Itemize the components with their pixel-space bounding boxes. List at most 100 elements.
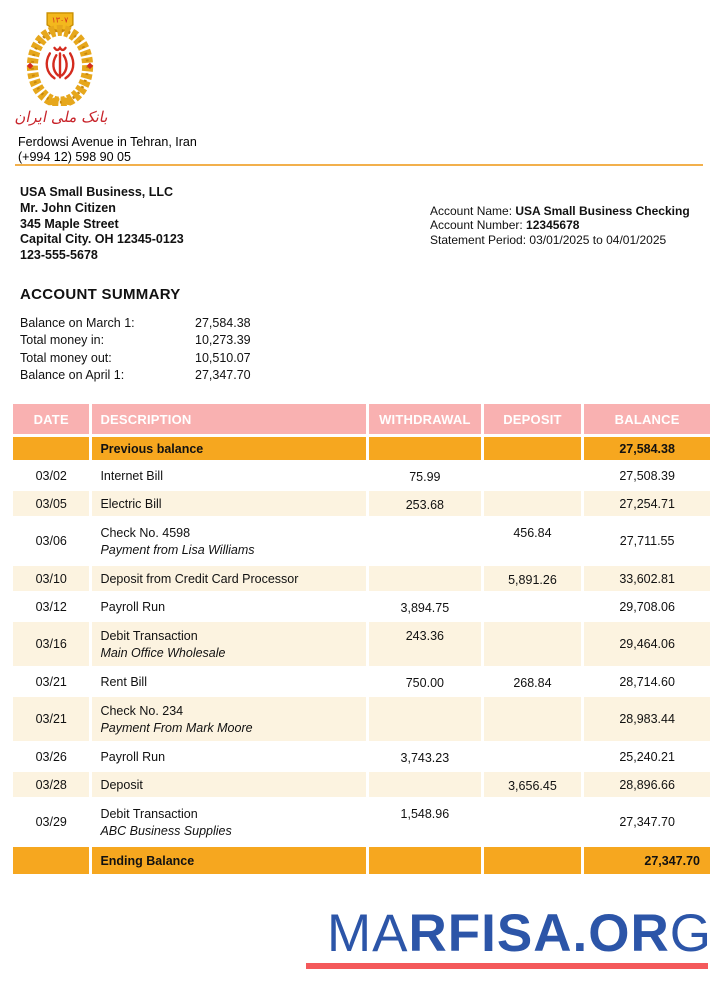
ending-balance-label: Ending Balance bbox=[92, 847, 367, 874]
txn-date: 03/06 bbox=[13, 519, 90, 563]
txn-deposit bbox=[483, 491, 582, 516]
summary-row: Balance on April 1: 27,347.70 bbox=[20, 367, 251, 385]
txn-balance: 29,708.06 bbox=[584, 594, 710, 619]
ending-balance-value: 27,347.70 bbox=[584, 847, 710, 874]
transaction-row: 03/16 Debit Transaction Main Office Whole… bbox=[13, 622, 710, 666]
customer-company: USA Small Business, LLC bbox=[20, 185, 174, 199]
summary-value: 27,584.38 bbox=[195, 315, 251, 330]
txn-deposit bbox=[483, 744, 582, 769]
summary-value: 27,347.70 bbox=[195, 368, 251, 383]
header-description: DESCRIPTION bbox=[92, 404, 367, 434]
account-number-value: 12345678 bbox=[526, 218, 580, 233]
txn-withdrawal: 253.68 bbox=[369, 491, 481, 516]
txn-deposit bbox=[483, 697, 582, 741]
txn-description: Check No. 4598 Payment from Lisa Williams bbox=[92, 519, 367, 563]
txn-withdrawal: 75.99 bbox=[369, 463, 481, 488]
customer-city: Capital City. OH 12345-0123 bbox=[20, 232, 184, 247]
header-balance: BALANCE bbox=[584, 404, 710, 434]
summary-value: 10,510.07 bbox=[195, 350, 251, 365]
header-divider bbox=[15, 164, 703, 166]
summary-label: Total money in: bbox=[20, 333, 105, 348]
txn-date: 03/29 bbox=[13, 800, 90, 844]
txn-deposit bbox=[483, 594, 582, 619]
txn-date: 03/21 bbox=[13, 697, 90, 741]
txn-date: 03/10 bbox=[13, 566, 90, 591]
account-info-block: Account Name: USA Small Business Checkin… bbox=[430, 204, 690, 247]
summary-row: Total money out: 10,510.07 bbox=[20, 349, 251, 367]
bank-address: Ferdowsi Avenue in Tehran, Iran bbox=[18, 135, 197, 149]
transaction-row: 03/29 Debit Transaction ABC Business Supp… bbox=[13, 800, 710, 844]
header-date: DATE bbox=[13, 404, 90, 434]
account-summary-block: Balance on March 1: 27,584.38 Total money… bbox=[20, 314, 251, 384]
txn-deposit bbox=[483, 800, 582, 844]
transaction-row: 03/26 Payroll Run 3,743.23 25,240.21 bbox=[13, 744, 710, 769]
footer-brand: MARFISA.ORG bbox=[306, 906, 712, 969]
previous-balance-value: 27,584.38 bbox=[584, 437, 710, 460]
account-summary-title: ACCOUNT SUMMARY bbox=[20, 286, 181, 303]
brand-wordmark: MARFISA.ORG bbox=[306, 906, 712, 962]
summary-value: 10,273.39 bbox=[195, 333, 251, 348]
txn-note: Payment from Lisa Williams bbox=[100, 542, 255, 557]
txn-withdrawal: 3,743.23 bbox=[369, 744, 481, 769]
txn-deposit: 268.84 bbox=[483, 669, 582, 694]
previous-balance-row: Previous balance 27,584.38 bbox=[13, 437, 710, 460]
txn-description: Payroll Run bbox=[92, 594, 367, 619]
txn-withdrawal: 1,548.96 bbox=[369, 800, 481, 844]
summary-row: Balance on March 1: 27,584.38 bbox=[20, 314, 251, 332]
transaction-row: 03/06 Check No. 4598 Payment from Lisa Wi… bbox=[13, 519, 710, 563]
txn-withdrawal bbox=[369, 566, 481, 591]
statement-period-value: 03/01/2025 to 04/01/2025 bbox=[529, 232, 667, 247]
account-number-line: Account Number: 12345678 bbox=[430, 218, 690, 232]
summary-label: Balance on March 1: bbox=[20, 315, 135, 330]
txn-deposit bbox=[483, 622, 582, 666]
txn-description: Payroll Run bbox=[92, 744, 367, 769]
txn-date: 03/28 bbox=[13, 772, 90, 797]
transactions-table-wrap: DATE DESCRIPTION WITHDRAWAL DEPOSIT BALA… bbox=[10, 401, 713, 877]
txn-date: 03/05 bbox=[13, 491, 90, 516]
txn-date: 03/12 bbox=[13, 594, 90, 619]
transaction-row: 03/10 Deposit from Credit Card Processor… bbox=[13, 566, 710, 591]
txn-note: Main Office Wholesale bbox=[100, 645, 226, 660]
brand-part-bold: RFISA.OR bbox=[408, 904, 670, 963]
bank-name-persian: بانک ملی ایران bbox=[13, 108, 111, 126]
txn-deposit: 456.84 bbox=[483, 519, 582, 563]
account-name-line: Account Name: USA Small Business Checkin… bbox=[430, 204, 690, 218]
header-deposit: DEPOSIT bbox=[483, 404, 582, 434]
txn-balance: 33,602.81 bbox=[584, 566, 710, 591]
transactions-table: DATE DESCRIPTION WITHDRAWAL DEPOSIT BALA… bbox=[10, 401, 713, 877]
customer-name: Mr. John Citizen bbox=[20, 200, 116, 215]
bank-phone: (+994 12) 598 90 05 bbox=[18, 150, 131, 164]
ending-balance-row: Ending Balance 27,347.70 bbox=[13, 847, 710, 874]
customer-block: USA Small Business, LLC Mr. John Citizen… bbox=[20, 185, 184, 264]
txn-description: Deposit from Credit Card Processor bbox=[92, 566, 367, 591]
txn-description: Internet Bill bbox=[92, 463, 367, 488]
customer-phone: 123-555-5678 bbox=[20, 248, 98, 263]
txn-description: Debit Transaction Main Office Wholesale bbox=[92, 622, 367, 666]
statement-period-line: Statement Period: 03/01/2025 to 04/01/20… bbox=[430, 233, 690, 247]
header-withdrawal: WITHDRAWAL bbox=[369, 404, 481, 434]
txn-description: Electric Bill bbox=[92, 491, 367, 516]
txn-balance: 25,240.21 bbox=[584, 744, 710, 769]
bank-melli-emblem-icon: ۱۳۰۷ bbox=[26, 12, 94, 108]
txn-note: Payment From Mark Moore bbox=[100, 720, 253, 735]
txn-withdrawal: 3,894.75 bbox=[369, 594, 481, 619]
transaction-row: 03/02 Internet Bill 75.99 27,508.39 bbox=[13, 463, 710, 488]
summary-label: Total money out: bbox=[20, 350, 112, 365]
summary-row: Total money in: 10,273.39 bbox=[20, 332, 251, 350]
txn-deposit bbox=[483, 463, 582, 488]
transaction-row: 03/05 Electric Bill 253.68 27,254.71 bbox=[13, 491, 710, 516]
txn-description: Check No. 234 Payment From Mark Moore bbox=[92, 697, 367, 741]
bank-logo: ۱۳۰۷ بانک ملی ایران bbox=[13, 10, 124, 126]
customer-street: 345 Maple Street bbox=[20, 216, 119, 231]
account-number-label: Account Number: bbox=[430, 218, 527, 233]
bank-address-block: Ferdowsi Avenue in Tehran, Iran (+994 12… bbox=[18, 135, 197, 165]
txn-balance: 27,347.70 bbox=[584, 800, 710, 844]
txn-balance: 28,983.44 bbox=[584, 697, 710, 741]
txn-withdrawal bbox=[369, 697, 481, 741]
txn-balance: 27,711.55 bbox=[584, 519, 710, 563]
transaction-row: 03/28 Deposit 3,656.45 28,896.66 bbox=[13, 772, 710, 797]
txn-withdrawal bbox=[369, 772, 481, 797]
statement-period-label: Statement Period: bbox=[430, 232, 530, 247]
txn-balance: 27,508.39 bbox=[584, 463, 710, 488]
account-name-value: USA Small Business Checking bbox=[515, 204, 690, 218]
